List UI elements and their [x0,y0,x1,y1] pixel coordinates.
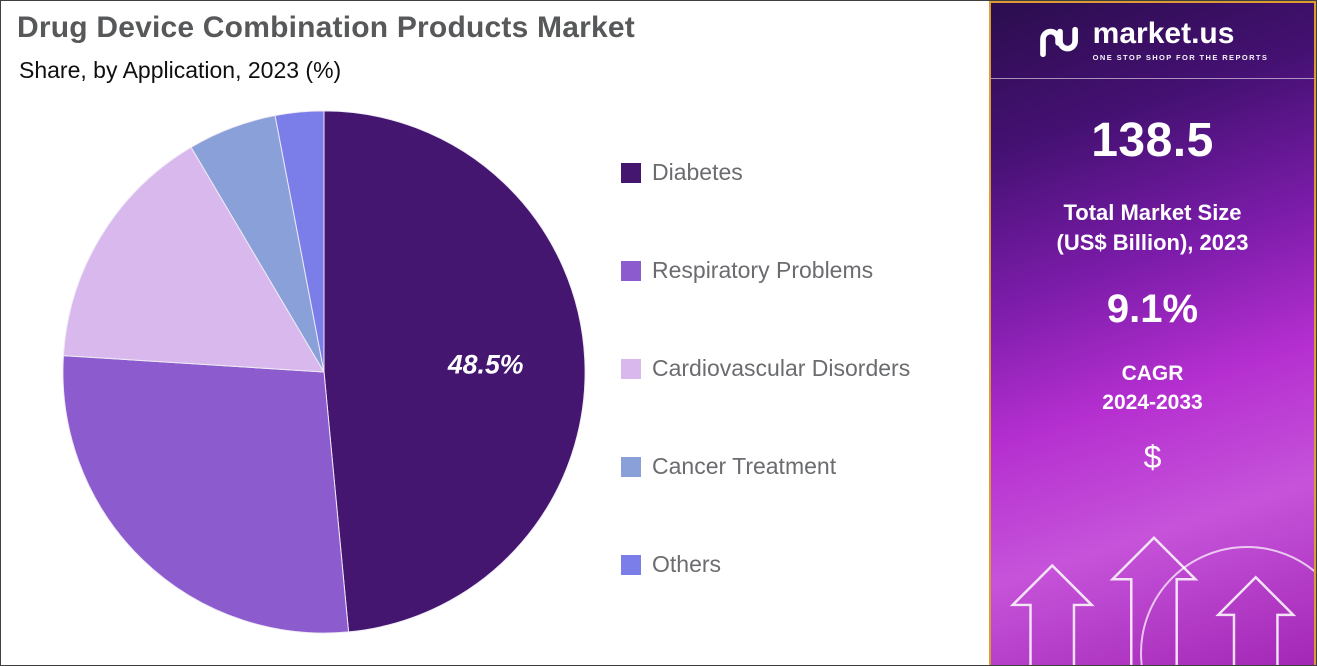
legend-label: Cardiovascular Disorders [652,355,911,381]
legend-label: Diabetes [652,159,743,185]
market-size-label-line2: (US$ Billion), 2023 [1056,229,1249,255]
marketus-logo: market.us ONE STOP SHOP FOR THE REPORTS [991,19,1314,62]
market-size-value: 138.5 [1091,114,1214,167]
legend-label: Cancer Treatment [652,453,837,479]
cagr-period: 2024-2033 [1102,390,1203,414]
chart-subtitle: Share, by Application, 2023 (%) [19,57,342,83]
sidebar-panel: market.us ONE STOP SHOP FOR THE REPORTS … [989,1,1316,665]
cagr-value: 9.1% [1106,287,1199,332]
pie-slice-respiratory-problems [62,355,350,634]
market-size-label: Total Market Size (US$ Billion), 2023 [991,198,1314,257]
pie-slice-diabetes [323,110,586,633]
logo-text: market.us [1092,17,1235,50]
legend-item: Others [621,551,910,578]
legend: Diabetes Respiratory Problems Cardiovascul… [621,159,910,578]
dollar-symbol: $ [1143,439,1162,476]
legend-label: Others [652,551,722,577]
marketus-logo-icon [1039,26,1078,57]
pie-data-label: 48.5% [447,349,524,379]
cagr-label-text: CAGR [1121,362,1184,386]
legend-item: Respiratory Problems [621,257,910,284]
growth-arrows-icon [1009,536,1297,665]
legend-label: Respiratory Problems [652,257,874,283]
cagr-label: CAGR 2024-2033 [991,360,1314,417]
legend-item: Diabetes [621,159,910,186]
legend-swatch [621,162,641,183]
market-size-label-line1: Total Market Size [1063,200,1242,225]
legend-swatch [621,456,641,477]
pie-slice-others [274,110,325,373]
divider [991,78,1314,79]
logo-tagline: ONE STOP SHOP FOR THE REPORTS [1092,53,1269,62]
legend-swatch [621,358,641,379]
legend-swatch [621,554,641,575]
legend-item: Cardiovascular Disorders [621,355,910,382]
chart-title: Drug Device Combination Products Market [17,11,635,44]
pie-slice-cardiovascular-disorders [62,146,325,373]
pie-chart: 48.5% [62,110,586,634]
legend-item: Cancer Treatment [621,453,910,480]
legend-swatch [621,260,641,281]
